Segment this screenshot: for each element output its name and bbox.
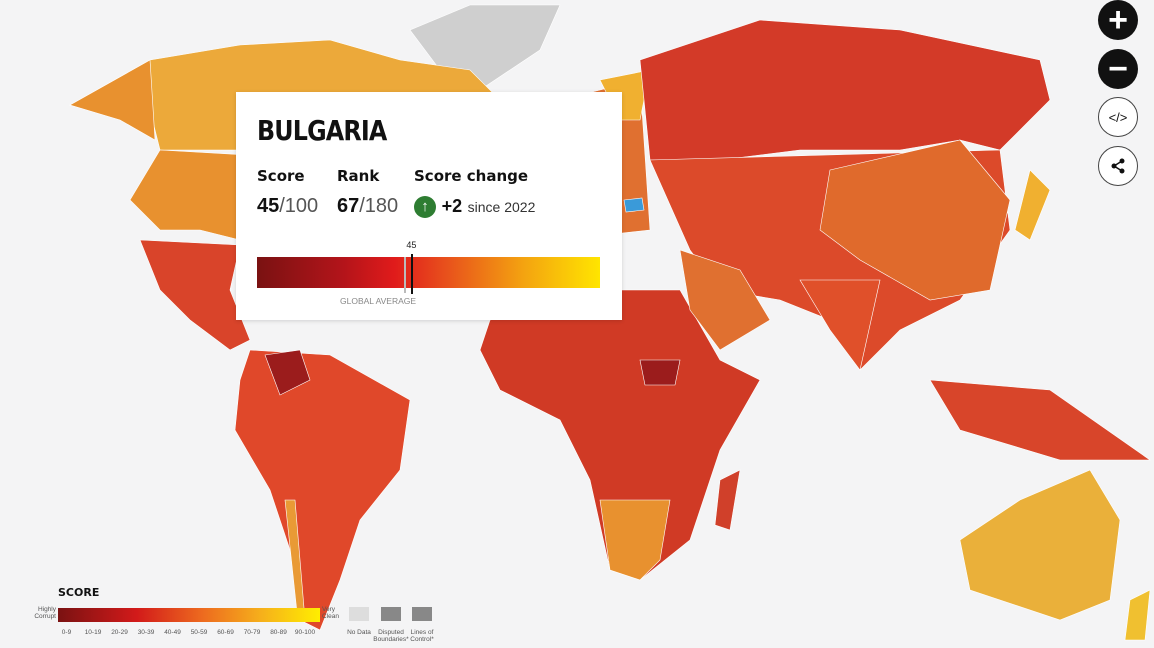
country-china[interactable] [819, 139, 1011, 301]
country-venezuela[interactable] [264, 349, 311, 396]
rank-stat: Rank 67/180 [337, 167, 414, 218]
global-average-marker [404, 257, 407, 293]
disputed-boundaries-swatch [381, 607, 401, 621]
share-icon [1111, 158, 1125, 174]
legend-high-label: Very Clean [322, 606, 339, 620]
no-data-label: No Data [347, 629, 371, 636]
score-marker-label: 45 [406, 240, 417, 250]
legend-color-bar [58, 608, 320, 622]
score-max: /100 [279, 195, 319, 217]
legend-range-label: 80-89 [270, 629, 287, 636]
country-south-america[interactable] [234, 349, 411, 631]
legend-range-label: 20-29 [111, 629, 128, 636]
no-data-swatch [349, 607, 369, 621]
score-change-stat: Score change ↑ +2 since 2022 [414, 167, 535, 218]
share-button[interactable] [1098, 146, 1138, 186]
lines-of-control-swatch [412, 607, 432, 621]
country-mexico[interactable] [139, 239, 251, 351]
legend-range-label: 10-19 [84, 629, 102, 636]
country-russia[interactable] [639, 19, 1051, 161]
country-alaska[interactable] [69, 59, 156, 141]
arrow-up-icon: ↑ [414, 195, 436, 218]
score-value: 45 [257, 195, 280, 217]
score-marker [411, 254, 414, 294]
legend-range-label: 50-59 [190, 629, 208, 636]
embed-button[interactable]: </> [1098, 97, 1138, 137]
rank-label: Rank [337, 167, 380, 185]
country-australia[interactable] [959, 469, 1121, 621]
legend-range-label: 90-100 [294, 629, 316, 636]
country-madagascar[interactable] [714, 469, 741, 531]
score-change-label: Score change [414, 167, 529, 185]
country-bulgaria[interactable] [623, 197, 645, 213]
score-change-value: +2 [441, 196, 463, 216]
legend-range-label: 0-9 [61, 629, 72, 636]
country-popup: BULGARIA Score 45/100 Rank 67/180 Score … [236, 92, 622, 320]
country-india[interactable] [799, 279, 881, 371]
country-japan[interactable] [1014, 169, 1051, 241]
legend-range-label: 60-69 [217, 629, 234, 636]
score-label: Score [257, 167, 305, 185]
score-scale-bar [257, 257, 600, 288]
country-new-zealand[interactable] [1124, 589, 1151, 641]
global-average-label: GLOBAL AVERAGE [340, 296, 417, 306]
legend-low-label: Highly Corrupt [34, 606, 56, 620]
country-south-africa[interactable] [599, 499, 671, 581]
region-africa[interactable] [479, 289, 761, 581]
zoom-out-button[interactable]: − [1098, 49, 1138, 89]
lines-of-control-label: Lines of Control* [410, 629, 434, 643]
country-name: BULGARIA [257, 114, 387, 147]
score-change-since: since 2022 [467, 199, 536, 215]
region-southeast-asia[interactable] [929, 379, 1151, 461]
legend-range-label: 70-79 [243, 629, 261, 636]
legend-range-label: 40-49 [164, 629, 181, 636]
country-south-sudan[interactable] [639, 359, 681, 386]
score-stat: Score 45/100 [257, 167, 337, 218]
legend-title: SCORE [58, 586, 100, 599]
region-arabia[interactable] [679, 249, 771, 351]
zoom-in-button[interactable]: + [1098, 0, 1138, 40]
rank-max: /180 [359, 195, 399, 217]
legend-range-label: 30-39 [137, 629, 155, 636]
disputed-boundaries-label: Disputed Boundaries* [373, 629, 409, 643]
rank-value: 67 [337, 195, 360, 217]
